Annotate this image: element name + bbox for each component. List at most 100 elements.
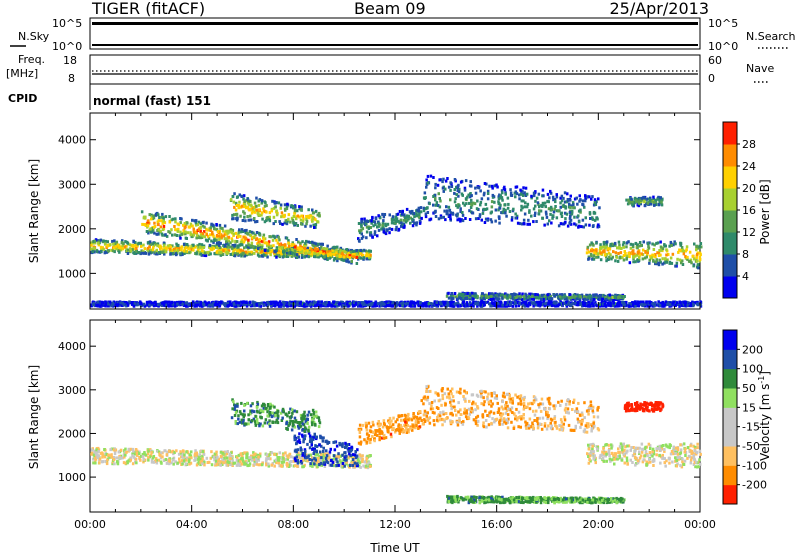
scatter-cell xyxy=(243,229,247,233)
scatter-cell xyxy=(543,223,546,227)
scatter-cell xyxy=(223,232,227,236)
scatter-cell xyxy=(566,198,570,202)
scatter-cell xyxy=(215,234,219,237)
scatter-cell xyxy=(240,228,244,232)
scatter-cell xyxy=(472,301,475,305)
scatter-cell xyxy=(340,258,344,262)
scatter-cell xyxy=(189,233,192,237)
velocity-scatter xyxy=(90,384,702,505)
scatter-cell xyxy=(266,249,270,253)
scatter-cell xyxy=(532,191,536,195)
scatter-cell xyxy=(242,194,246,198)
scatter-cell xyxy=(170,301,173,305)
scatter-cell xyxy=(521,206,524,210)
scatter-cell xyxy=(567,302,570,306)
scatter-cell xyxy=(287,213,291,217)
scatter-cell xyxy=(457,190,461,194)
scatter-cell xyxy=(534,211,537,215)
scatter-cell xyxy=(637,257,641,261)
scatter-cell xyxy=(580,304,584,308)
scatter-cell xyxy=(631,245,635,249)
scatter-cell xyxy=(362,248,366,252)
scatter-cell xyxy=(261,240,265,244)
scatter-cell xyxy=(368,219,372,223)
scatter-cell xyxy=(618,295,621,299)
scatter-cell xyxy=(207,252,211,256)
scatter-cell xyxy=(614,259,617,263)
scatter-cell xyxy=(675,261,679,265)
scatter-cell xyxy=(369,226,372,229)
scatter-cell xyxy=(453,302,457,306)
scatter-cell xyxy=(221,253,225,256)
scatter-cell xyxy=(640,196,644,200)
scatter-cell xyxy=(643,196,646,200)
scatter-cell xyxy=(517,304,520,308)
scatter-cell xyxy=(516,293,519,297)
scatter-cell xyxy=(647,242,650,246)
scatter-cell xyxy=(306,246,310,250)
scatter-cell xyxy=(110,248,113,252)
scatter-cell xyxy=(218,243,221,247)
scatter-cell xyxy=(668,244,671,248)
scatter-cell xyxy=(527,294,531,298)
scatter-cell xyxy=(541,216,544,220)
scatter-cell xyxy=(282,247,285,251)
scatter-cell xyxy=(604,295,607,299)
scatter-cell xyxy=(469,303,473,307)
scatter-cell xyxy=(380,302,384,305)
scatter-cell xyxy=(381,223,384,227)
scatter-cell xyxy=(231,246,234,250)
scatter-cell xyxy=(237,230,241,234)
scatter-cell xyxy=(695,256,698,260)
scatter-cell xyxy=(272,244,275,248)
scatter-cell xyxy=(568,202,571,206)
scatter-cell xyxy=(326,304,329,308)
colorbar-segment xyxy=(723,276,737,299)
scatter-cell xyxy=(276,254,279,258)
scatter-cell xyxy=(133,252,136,255)
scatter-cell xyxy=(260,239,263,243)
scatter-cell xyxy=(596,225,599,229)
scatter-cell xyxy=(124,240,127,244)
scatter-cell xyxy=(205,233,208,237)
scatter-cell xyxy=(243,200,246,204)
scatter-cell xyxy=(180,247,183,250)
scatter-cell xyxy=(624,252,627,255)
scatter-cell xyxy=(360,236,364,240)
scatter-cell xyxy=(555,293,559,297)
scatter-cell xyxy=(447,296,451,300)
scatter-cell xyxy=(582,303,585,307)
scatter-cell xyxy=(543,293,546,297)
scatter-cell xyxy=(376,234,379,238)
scatter-cell xyxy=(466,304,469,308)
scatter-cell xyxy=(236,252,239,256)
scatter-cell xyxy=(560,194,564,198)
scatter-cell xyxy=(636,251,640,255)
scatter-cell xyxy=(360,232,363,236)
scatter-cell xyxy=(304,224,307,228)
scatter-cell xyxy=(500,189,504,193)
scatter-cell xyxy=(593,201,597,205)
scatter-cell xyxy=(538,205,541,209)
scatter-cell xyxy=(468,201,471,205)
scatter-cell xyxy=(244,250,248,254)
scatter-cell xyxy=(115,240,119,244)
scatter-cell xyxy=(252,245,255,249)
scatter-cell xyxy=(336,259,339,263)
scatter-cell xyxy=(257,203,261,207)
scatter-cell xyxy=(183,303,186,307)
scatter-cell xyxy=(525,300,528,304)
scatter-cell xyxy=(541,201,545,205)
scatter-cell xyxy=(252,231,255,235)
scatter-cell xyxy=(236,248,239,252)
scatter-cell xyxy=(450,296,453,300)
scatter-cell xyxy=(238,250,241,254)
scatter-cell xyxy=(625,254,629,258)
scatter-cell xyxy=(385,304,389,307)
scatter-cell xyxy=(267,240,271,244)
scatter-cell xyxy=(695,248,698,252)
scatter-cell xyxy=(212,246,215,250)
scatter-cell xyxy=(307,301,310,305)
